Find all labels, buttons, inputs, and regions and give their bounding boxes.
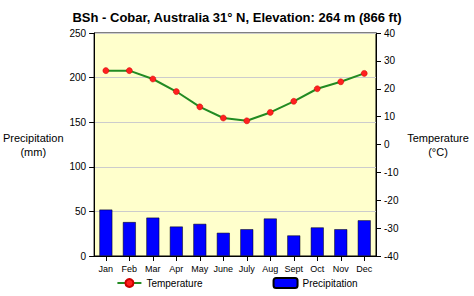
svg-text:BSh - Cobar, Australia 31° N,: BSh - Cobar, Australia 31° N, Elevation:… bbox=[72, 10, 401, 25]
svg-text:-30: -30 bbox=[384, 223, 399, 234]
svg-text:Nov: Nov bbox=[333, 264, 350, 274]
svg-text:0: 0 bbox=[384, 139, 390, 150]
svg-text:Sept: Sept bbox=[285, 264, 304, 274]
svg-text:10: 10 bbox=[384, 111, 396, 122]
svg-text:40: 40 bbox=[384, 28, 396, 39]
svg-text:50: 50 bbox=[75, 206, 87, 217]
svg-text:-20: -20 bbox=[384, 195, 399, 206]
svg-text:Dec: Dec bbox=[356, 264, 373, 274]
svg-text:Apr: Apr bbox=[169, 264, 183, 274]
svg-text:Precipitation: Precipitation bbox=[303, 278, 358, 289]
svg-text:-40: -40 bbox=[384, 251, 399, 262]
svg-text:May: May bbox=[191, 264, 209, 274]
svg-text:Aug: Aug bbox=[262, 264, 278, 274]
svg-text:20: 20 bbox=[384, 83, 396, 94]
svg-text:(°C): (°C) bbox=[428, 146, 448, 158]
svg-text:250: 250 bbox=[69, 28, 86, 39]
svg-text:(mm): (mm) bbox=[20, 146, 46, 158]
svg-text:0: 0 bbox=[81, 251, 87, 262]
svg-text:Jan: Jan bbox=[99, 264, 114, 274]
svg-text:June: June bbox=[214, 264, 234, 274]
svg-text:30: 30 bbox=[384, 55, 396, 66]
svg-text:Precipitation: Precipitation bbox=[3, 132, 64, 144]
svg-text:Temperature: Temperature bbox=[407, 132, 469, 144]
svg-text:Temperature: Temperature bbox=[146, 278, 203, 289]
svg-text:Feb: Feb bbox=[122, 264, 138, 274]
svg-text:-10: -10 bbox=[384, 167, 399, 178]
svg-text:Mar: Mar bbox=[145, 264, 161, 274]
svg-text:200: 200 bbox=[69, 72, 86, 83]
svg-text:Oct: Oct bbox=[310, 264, 325, 274]
svg-text:100: 100 bbox=[69, 161, 86, 172]
svg-text:150: 150 bbox=[69, 117, 86, 128]
svg-text:July: July bbox=[239, 264, 256, 274]
